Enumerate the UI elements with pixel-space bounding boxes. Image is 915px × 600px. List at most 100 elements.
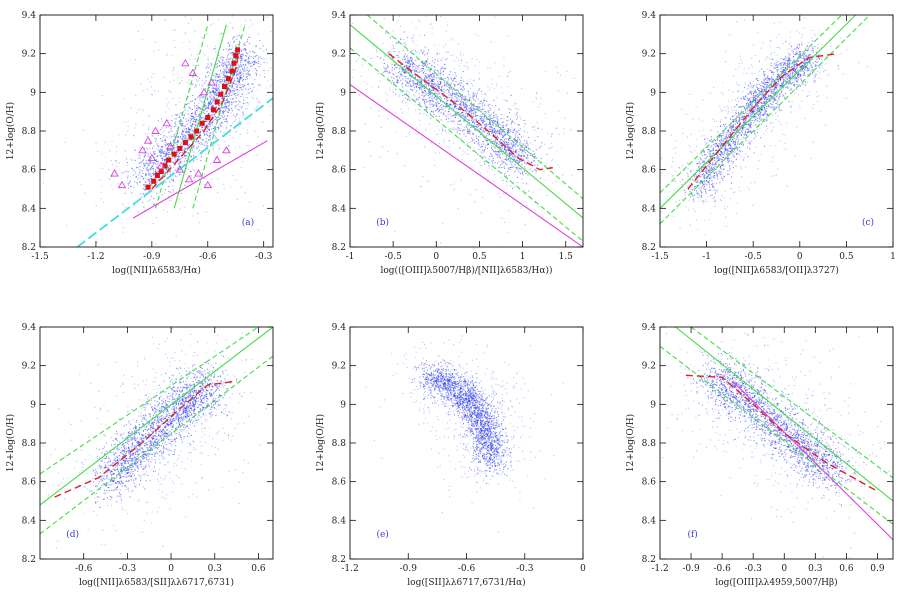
scatter-point [204,109,206,111]
scatter-point [508,147,510,149]
scatter-point [151,167,153,169]
scatter-point [226,84,228,86]
scatter-point [476,115,478,117]
scatter-point [439,100,441,102]
scatter-point [188,168,190,170]
scatter-point [515,130,517,132]
scatter-point [453,85,455,87]
scatter-point [173,126,175,128]
scatter-point [502,140,504,142]
scatter-point [241,50,243,52]
scatter-point [449,84,451,86]
scatter-point [425,76,427,78]
scatter-point [497,137,499,139]
scatter-point [188,144,190,146]
scatter-point [187,102,189,104]
scatter-point [443,70,445,72]
scatter-point [207,107,209,109]
scatter-point [190,155,192,157]
scatter-point [169,91,171,93]
scatter-point [229,49,231,51]
scatter-point [428,79,430,81]
scatter-point [207,128,209,130]
scatter-point [391,67,393,69]
scatter-point [512,143,514,145]
scatter-point [423,87,425,89]
scatter-point [387,66,389,68]
scatter-point [473,139,475,141]
scatter-point [481,118,483,120]
scatter-point [414,104,416,106]
scatter-point [433,86,435,88]
scatter-point [466,105,468,107]
scatter-point [115,160,117,162]
scatter-point [184,124,186,126]
scatter-point [179,116,181,118]
scatter-point [496,120,498,122]
scatter-point [186,131,188,133]
scatter-point [511,139,513,141]
scatter-point [218,84,220,86]
scatter-point [409,68,411,70]
scatter-point [177,167,179,169]
scatter-point [216,112,218,113]
scatter-point [543,171,545,173]
scatter-point [249,69,251,71]
scatter-point [215,106,217,108]
scatter-point [521,88,523,90]
scatter-point [510,156,512,158]
scatter-point [232,97,234,99]
scatter-point [198,149,200,151]
scatter-point [259,101,261,103]
scatter-point [120,177,122,179]
scatter-point [490,121,491,123]
scatter-point [213,48,215,50]
square-marker [205,115,211,120]
scatter-point [363,167,365,169]
scatter-point [441,86,443,88]
scatter-point [467,83,469,85]
scatter-point [396,79,398,81]
scatter-point [483,151,485,153]
scatter-point [233,74,235,76]
scatter-point [480,212,482,214]
scatter-point [240,64,242,66]
scatter-point [276,49,277,50]
scatter-point [499,157,501,159]
scatter-point [420,70,422,72]
scatter-point [173,144,175,146]
scatter-point [446,100,448,102]
scatter-point [232,82,234,84]
scatter-point [160,155,162,157]
scatter-point [458,123,460,125]
scatter-point [142,165,143,167]
scatter-point [539,189,541,191]
scatter-point [518,137,520,139]
scatter-point [501,148,503,150]
scatter-point [456,97,458,99]
scatter-point [230,52,232,54]
scatter-point [524,155,526,157]
scatter-point [472,117,474,119]
scatter-point [397,81,399,83]
scatter-point [226,73,228,75]
scatter-point [464,116,466,118]
scatter-point [184,160,186,162]
scatter-point [164,160,166,162]
scatter-point [531,143,533,145]
scatter-point [435,104,437,106]
scatter-point [239,106,241,108]
scatter-point [202,130,204,132]
scatter-point [124,192,126,194]
scatter-point [503,141,505,143]
scatter-point [137,30,139,32]
scatter-point [188,145,190,147]
scatter-point [422,53,424,55]
scatter-point [483,127,485,129]
scatter-point [175,125,177,127]
scatter-point [513,141,515,143]
scatter-point [516,168,518,170]
scatter-point [231,84,233,86]
scatter-point [402,75,404,77]
scatter-point [204,102,206,104]
